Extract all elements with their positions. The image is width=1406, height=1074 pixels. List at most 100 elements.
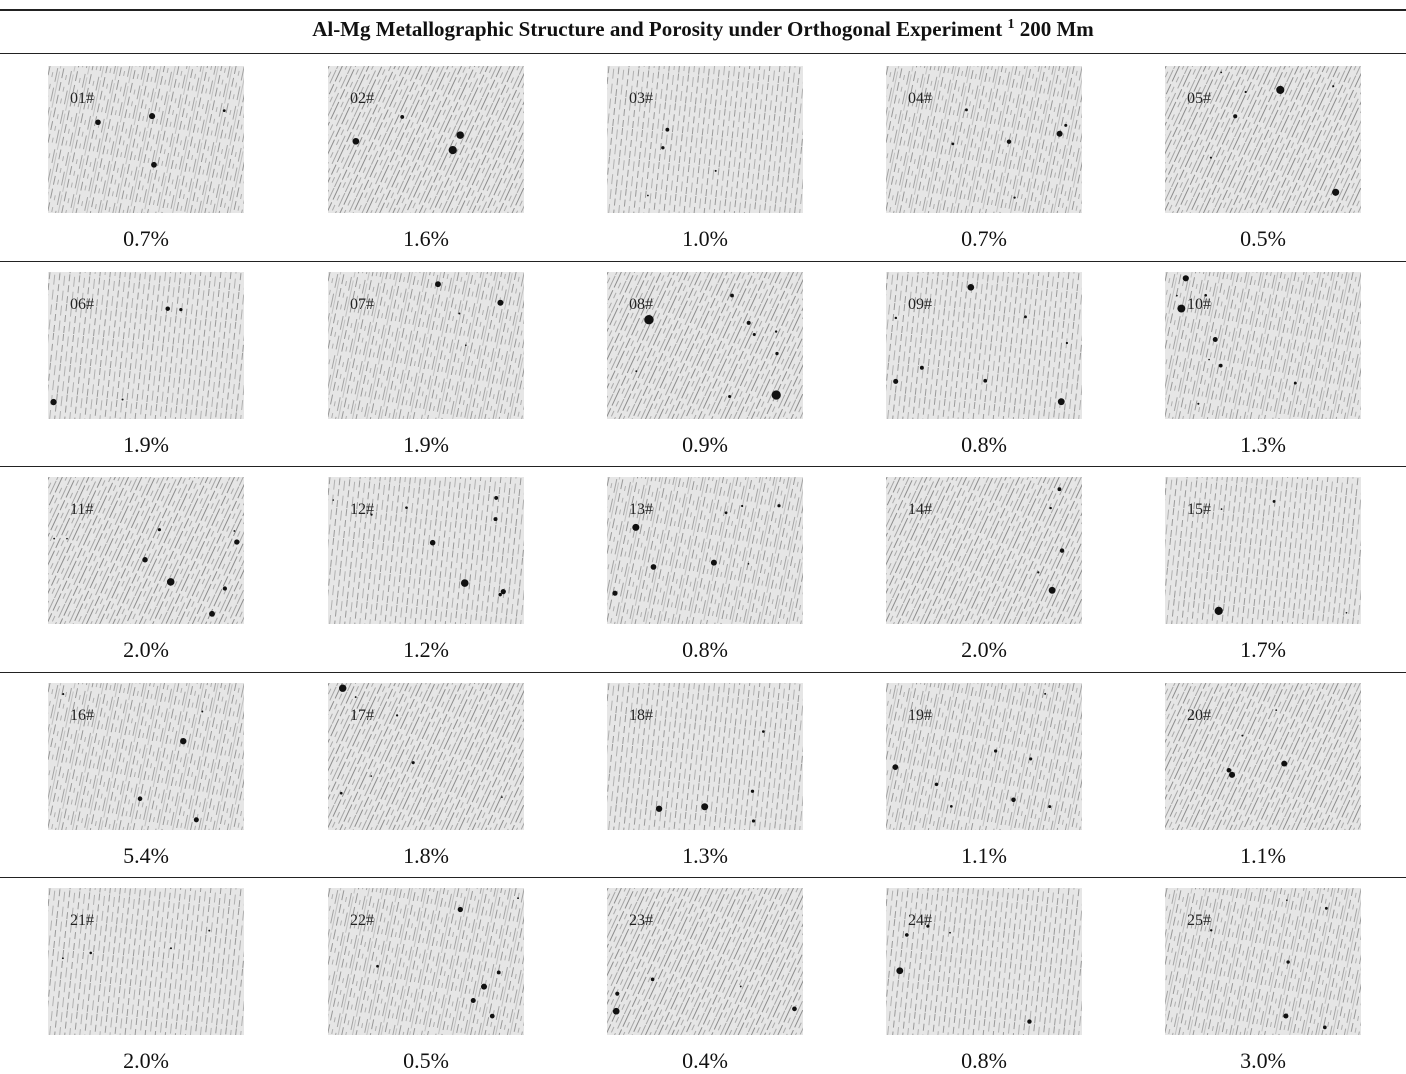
porosity-value: 3.0%: [1165, 1048, 1361, 1074]
sample-label: 10#: [1187, 296, 1211, 314]
micrograph: [1165, 888, 1361, 1035]
pore: [353, 138, 360, 145]
sample-label: 20#: [1187, 707, 1211, 725]
micrograph: [1165, 66, 1361, 213]
pore: [1286, 960, 1289, 963]
micrograph-texture: [1165, 272, 1361, 419]
porosity-value: 1.3%: [1165, 432, 1361, 458]
pore: [1013, 196, 1015, 198]
micrograph-texture: [48, 683, 244, 830]
pore: [896, 967, 903, 974]
sample-label: 23#: [629, 912, 653, 930]
row-rule: [0, 877, 1406, 878]
micrograph-texture: [328, 272, 524, 419]
pore: [656, 806, 662, 812]
pore: [167, 578, 175, 586]
pore: [701, 803, 708, 810]
porosity-value: 1.1%: [886, 843, 1082, 869]
micrograph: [1165, 272, 1361, 419]
pore: [1027, 1019, 1031, 1023]
sample-label: 22#: [350, 912, 374, 930]
pore: [965, 108, 968, 111]
pore: [612, 591, 617, 596]
pore: [458, 312, 460, 314]
pore: [396, 714, 398, 716]
micrograph-texture: [886, 888, 1082, 1035]
porosity-value: 2.0%: [48, 637, 244, 663]
pore: [1325, 907, 1328, 910]
micrograph: [607, 272, 803, 419]
pore: [647, 195, 649, 197]
pore: [753, 333, 756, 336]
pore: [1233, 114, 1237, 118]
pore: [180, 738, 186, 744]
pore: [233, 530, 235, 532]
pore: [751, 790, 754, 793]
pore: [370, 775, 372, 777]
pore: [994, 749, 997, 752]
micrograph: [886, 66, 1082, 213]
pore: [651, 978, 655, 982]
top-rule: [0, 9, 1406, 11]
micrograph: [607, 888, 803, 1035]
micrograph-texture: [886, 272, 1082, 419]
pore: [170, 947, 172, 949]
sample-label: 14#: [908, 501, 932, 519]
micrograph-texture: [328, 683, 524, 830]
pore: [405, 506, 408, 509]
pore: [893, 379, 898, 384]
pore: [400, 115, 404, 119]
micrograph-texture: [607, 888, 803, 1035]
pore: [1037, 571, 1039, 573]
pore: [494, 496, 498, 500]
pore: [449, 146, 457, 154]
pore: [122, 398, 124, 400]
pore: [1219, 364, 1223, 368]
micrograph: [48, 477, 244, 624]
row-rule: [0, 672, 1406, 673]
micrograph-texture: [1165, 683, 1361, 830]
pore: [1276, 86, 1284, 94]
pore: [1286, 899, 1288, 901]
sample-label: 01#: [70, 90, 94, 108]
pore: [715, 170, 717, 172]
micrograph-texture: [607, 66, 803, 213]
pore: [412, 761, 415, 764]
sample-label: 15#: [1187, 501, 1211, 519]
porosity-value: 0.9%: [607, 432, 803, 458]
pore: [1229, 772, 1235, 778]
pore: [772, 390, 781, 399]
pore: [1332, 85, 1334, 87]
pore: [89, 952, 92, 955]
porosity-value: 0.7%: [48, 226, 244, 252]
pore: [1007, 140, 1011, 144]
sample-label: 12#: [350, 501, 374, 519]
header-rule: [0, 53, 1406, 54]
porosity-value: 2.0%: [48, 1048, 244, 1074]
pore: [967, 284, 974, 291]
pore: [741, 505, 743, 507]
pore: [234, 539, 239, 544]
sample-label: 18#: [629, 707, 653, 725]
pore: [95, 119, 101, 125]
sample-label: 09#: [908, 296, 932, 314]
micrograph: [328, 66, 524, 213]
pore: [983, 379, 987, 383]
pore: [138, 796, 143, 801]
pore: [920, 366, 924, 370]
porosity-value: 0.8%: [886, 432, 1082, 458]
micrograph-texture: [328, 888, 524, 1035]
sample-label: 03#: [629, 90, 653, 108]
pore: [1049, 587, 1056, 594]
pore: [651, 564, 657, 570]
porosity-value: 0.5%: [328, 1048, 524, 1074]
pore: [775, 352, 778, 355]
pore: [1060, 548, 1064, 552]
pore: [1283, 1013, 1288, 1018]
pore: [728, 395, 731, 398]
pore: [1294, 382, 1297, 385]
pore: [950, 805, 953, 808]
micrograph: [886, 888, 1082, 1035]
sample-label: 04#: [908, 90, 932, 108]
micrograph: [886, 477, 1082, 624]
